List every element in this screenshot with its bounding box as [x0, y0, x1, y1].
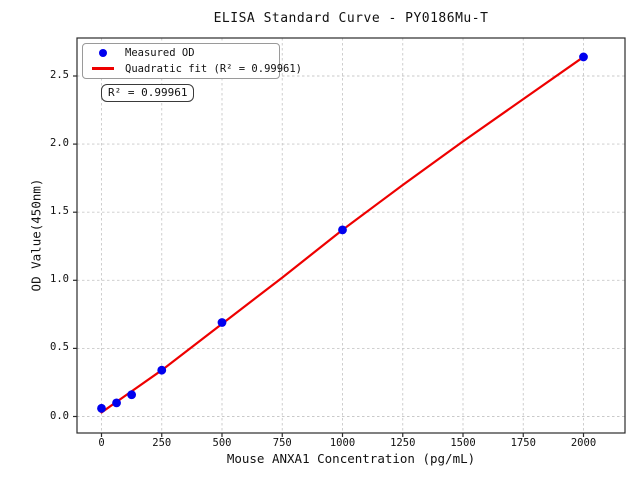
data-point — [217, 318, 227, 327]
data-point — [157, 365, 167, 375]
legend: Measured OD Quadratic fit (R² = 0.99961) — [82, 43, 302, 79]
legend-item-measured-od: Measured OD — [88, 46, 274, 61]
legend-label-quadratic-fit: Quadratic fit (R² = 0.99961) — [125, 62, 303, 75]
legend-item-quadratic-fit: Quadratic fit (R² = 0.99961) — [88, 61, 302, 76]
y-tick-label: 2.0 — [50, 137, 69, 150]
data-point — [127, 390, 137, 400]
data-point — [338, 225, 347, 235]
legend-swatch — [88, 49, 118, 58]
x-axis-label: Mouse ANXA1 Concentration (pg/mL) — [226, 451, 476, 466]
x-tick-label: 2000 — [570, 437, 597, 449]
x-tick-label: 1000 — [329, 437, 356, 449]
chart-title: ELISA Standard Curve - PY0186Mu-T — [213, 11, 489, 26]
data-point — [112, 398, 121, 408]
x-tick-label: 0 — [98, 437, 105, 449]
legend-swatch — [88, 67, 118, 71]
x-tick-label: 500 — [212, 437, 232, 449]
y-tick-label: 1.0 — [50, 273, 69, 286]
r-squared-annotation: R² = 0.99961 — [101, 84, 195, 102]
y-tick-label: 0.0 — [50, 409, 69, 422]
data-point — [97, 403, 106, 413]
x-tick-label: 1750 — [510, 437, 536, 449]
data-point — [579, 52, 588, 62]
y-tick-label: 1.5 — [50, 205, 69, 218]
y-tick-label: 0.5 — [50, 341, 69, 354]
x-tick-label: 250 — [152, 437, 172, 449]
x-tick-label: 750 — [272, 437, 292, 449]
x-tick-label: 1250 — [390, 437, 416, 449]
fit-line-icon — [92, 67, 114, 71]
legend-label-measured-od: Measured OD — [125, 47, 195, 60]
axes-border — [76, 37, 626, 434]
scatter-marker-icon — [99, 49, 107, 58]
y-axis-label: OD Value(450nm) — [28, 178, 44, 292]
y-tick-label: 2.5 — [50, 69, 69, 81]
x-tick-label: 1500 — [450, 437, 476, 449]
